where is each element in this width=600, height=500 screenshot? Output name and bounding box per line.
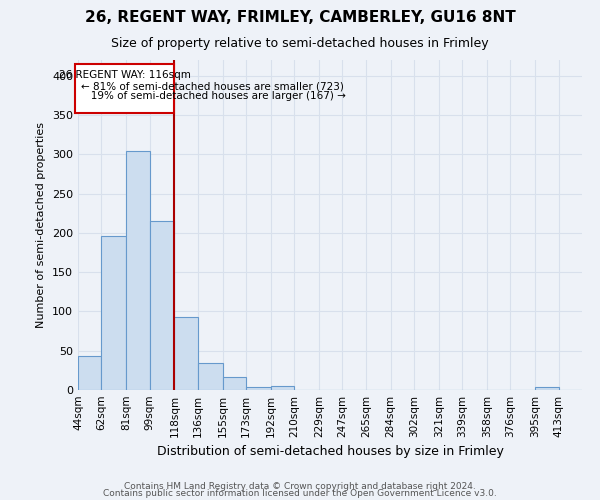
Text: Size of property relative to semi-detached houses in Frimley: Size of property relative to semi-detach…: [111, 38, 489, 51]
Text: 26 REGENT WAY: 116sqm: 26 REGENT WAY: 116sqm: [59, 70, 191, 80]
Bar: [101, 236, 126, 390]
Y-axis label: Number of semi-detached properties: Number of semi-detached properties: [37, 122, 46, 328]
Bar: [149, 221, 175, 390]
Text: 26, REGENT WAY, FRIMLEY, CAMBERLEY, GU16 8NT: 26, REGENT WAY, FRIMLEY, CAMBERLEY, GU16…: [85, 10, 515, 25]
X-axis label: Distribution of semi-detached houses by size in Frimley: Distribution of semi-detached houses by …: [157, 446, 503, 458]
FancyBboxPatch shape: [76, 64, 175, 114]
Text: Contains HM Land Registry data © Crown copyright and database right 2024.: Contains HM Land Registry data © Crown c…: [124, 482, 476, 491]
Bar: [246, 387, 271, 390]
Text: ← 81% of semi-detached houses are smaller (723): ← 81% of semi-detached houses are smalle…: [80, 81, 343, 91]
Bar: [198, 362, 223, 390]
Bar: [535, 387, 559, 390]
Text: Contains public sector information licensed under the Open Government Licence v3: Contains public sector information licen…: [103, 489, 497, 498]
Bar: [223, 376, 246, 390]
Bar: [271, 386, 294, 390]
Text: 19% of semi-detached houses are larger (167) →: 19% of semi-detached houses are larger (…: [80, 92, 346, 102]
Bar: [126, 151, 149, 390]
Bar: [78, 356, 101, 390]
Bar: [175, 317, 198, 390]
